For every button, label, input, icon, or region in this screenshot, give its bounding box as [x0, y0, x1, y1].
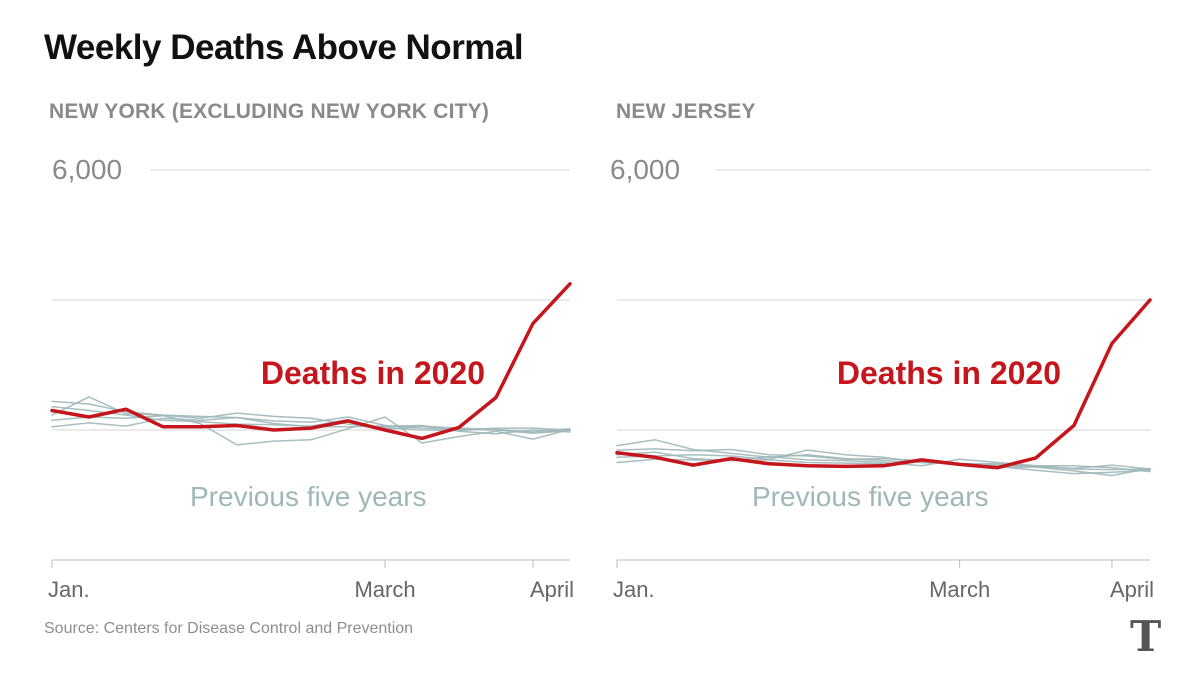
- ny-xtick-label-2: April: [530, 577, 574, 602]
- nyt-logo-icon: T: [1130, 612, 1162, 661]
- nj-xtick-label-2: April: [1110, 577, 1154, 602]
- nj-annotation-previous: Previous five years: [752, 481, 989, 512]
- nj-series-previous-line-5: [616, 448, 1151, 473]
- nj-annotation-2020: Deaths in 2020: [837, 355, 1061, 391]
- ny-xtick-label-0: Jan.: [48, 577, 90, 602]
- ny-annotation-previous: Previous five years: [190, 481, 427, 512]
- chart-title: Weekly Deaths Above Normal: [44, 28, 524, 67]
- ny-series-2020-line: [50, 282, 572, 441]
- ny-annotation-2020: Deaths in 2020: [261, 355, 485, 391]
- nj-series-2020-line: [615, 298, 1152, 470]
- nj-series-previous-line-3: [616, 449, 1151, 477]
- nj-xtick-label-0: Jan.: [613, 577, 655, 602]
- ny-xtick-label-1: March: [354, 577, 415, 602]
- nj-xtick-label-1: March: [929, 577, 990, 602]
- source-note: Source: Centers for Disease Control and …: [44, 620, 414, 637]
- nj-ytick-label-0: 6,000: [610, 154, 680, 185]
- nj-series-previous-line-4: [616, 455, 1151, 471]
- nj-series-previous-line-2: [616, 451, 1151, 475]
- ny-series-previous-line-2: [51, 400, 571, 435]
- nj-panel-title: NEW JERSEY: [616, 100, 756, 123]
- ny-panel-title: NEW YORK (EXCLUDING NEW YORK CITY): [49, 100, 490, 123]
- ny-ytick-label-0: 6,000: [52, 154, 122, 185]
